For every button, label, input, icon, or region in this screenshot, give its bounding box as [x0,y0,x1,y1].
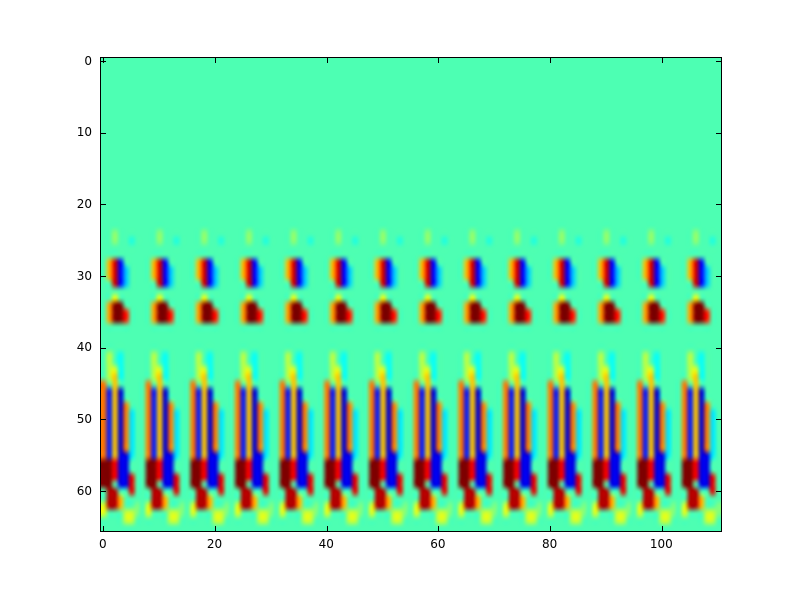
y-tick-mark [716,204,721,206]
x-tick-mark [103,526,105,531]
y-tick-mark [101,347,106,349]
y-tick-mark [101,491,106,493]
plot-area [100,57,722,532]
x-tick-mark [438,526,440,531]
x-tick-mark [103,58,105,63]
y-tick-mark [101,61,106,63]
y-tick-label: 10 [76,125,92,140]
y-tick-label: 60 [76,483,92,498]
x-tick-mark [215,58,216,63]
x-tick-mark [661,526,663,531]
y-tick-mark [716,132,721,134]
x-tick-mark [438,58,440,63]
y-tick-mark [716,419,721,421]
y-tick-mark [101,419,106,421]
heatmap-image [101,58,721,531]
y-tick-mark [101,204,106,206]
x-tick-mark [550,526,552,531]
y-tick-label: 40 [76,340,92,355]
x-tick-mark [326,58,328,63]
x-tick-mark [326,526,328,531]
y-tick-mark [716,276,721,278]
y-tick-label: 0 [84,53,92,68]
x-tick-label: 80 [541,537,558,551]
x-tick-label: 40 [318,537,334,551]
x-tick-label: 100 [649,537,673,551]
x-tick-label: 0 [98,537,107,551]
y-tick-mark [716,347,721,349]
x-tick-mark [550,58,552,63]
y-tick-mark [716,491,721,493]
y-tick-mark [716,61,721,63]
y-tick-label: 30 [76,268,92,283]
y-tick-label: 20 [76,196,92,211]
x-tick-label: 60 [430,537,446,551]
x-tick-label: 20 [206,537,223,551]
x-tick-mark [661,58,663,63]
y-tick-mark [101,132,106,134]
y-tick-label: 50 [76,411,92,426]
y-tick-mark [101,276,106,278]
x-tick-mark [215,526,216,531]
